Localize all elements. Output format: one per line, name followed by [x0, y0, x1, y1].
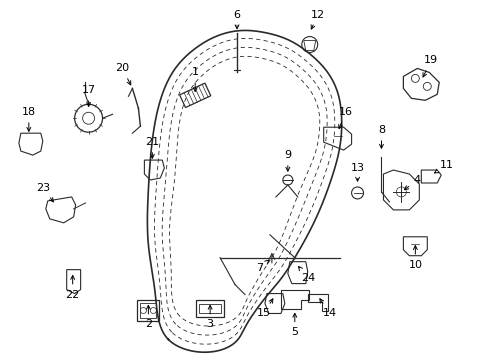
Text: 18: 18 — [22, 107, 36, 131]
Text: 6: 6 — [233, 10, 240, 29]
Text: 24: 24 — [298, 266, 314, 283]
Text: 13: 13 — [350, 163, 364, 181]
Text: 10: 10 — [407, 246, 422, 270]
Text: 17: 17 — [81, 85, 96, 107]
Bar — [196, 300, 224, 318]
Text: 20: 20 — [115, 63, 130, 85]
Text: 16: 16 — [338, 107, 352, 129]
Text: 14: 14 — [319, 299, 336, 319]
Text: 21: 21 — [145, 137, 159, 158]
Text: 4: 4 — [404, 175, 420, 190]
Text: 1: 1 — [191, 67, 198, 91]
Bar — [140, 302, 156, 319]
Text: 12: 12 — [310, 10, 324, 29]
Text: 7: 7 — [256, 260, 268, 273]
Text: 2: 2 — [144, 305, 152, 329]
Text: 15: 15 — [256, 299, 272, 319]
Bar — [199, 303, 221, 314]
Text: 19: 19 — [422, 55, 437, 77]
Text: 22: 22 — [65, 275, 80, 300]
Text: 8: 8 — [377, 125, 384, 148]
Text: 5: 5 — [291, 313, 298, 337]
Text: 9: 9 — [284, 150, 291, 171]
Text: 3: 3 — [206, 305, 213, 329]
Text: 11: 11 — [434, 160, 453, 173]
Text: 23: 23 — [36, 183, 53, 202]
Bar — [137, 300, 159, 321]
